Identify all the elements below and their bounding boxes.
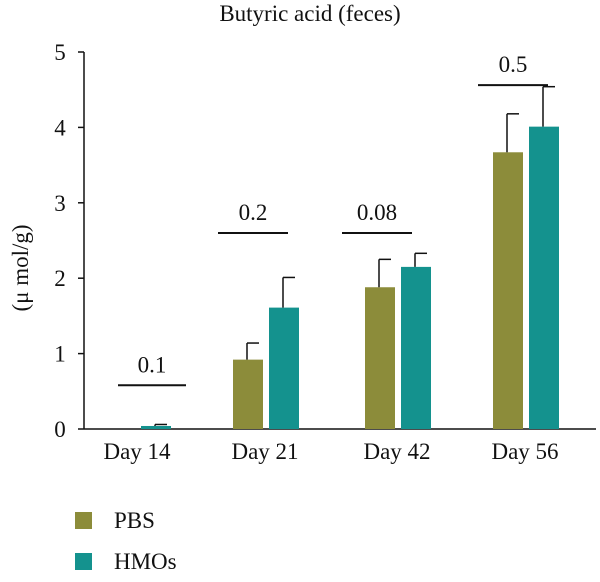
bars bbox=[141, 126, 559, 430]
y-tick-label: 4 bbox=[54, 115, 66, 140]
p-value-label: 0.5 bbox=[499, 52, 528, 77]
y-tick-label: 1 bbox=[54, 342, 66, 367]
bar-hmos-day-42 bbox=[401, 266, 431, 429]
bar-hmos-day-21 bbox=[269, 307, 299, 429]
bar-pbs-day-56 bbox=[493, 152, 523, 430]
legend-swatch-pbs bbox=[75, 512, 92, 529]
bar-hmos-day-14 bbox=[141, 425, 171, 429]
error-bars bbox=[154, 85, 555, 426]
y-tick-label: 5 bbox=[54, 40, 66, 65]
legend-swatch-hmos bbox=[75, 553, 92, 570]
x-tick-label: Day 42 bbox=[363, 439, 430, 464]
x-tick-label: Day 14 bbox=[103, 439, 171, 464]
bar-pbs-day-21 bbox=[233, 359, 263, 429]
axes: 0 1 2 3 4 5 Day 14 Day 21 Day 42 Day 56 bbox=[54, 40, 596, 464]
y-tick-label: 2 bbox=[54, 266, 66, 291]
bar-pbs-day-42 bbox=[365, 287, 395, 429]
x-tick-label: Day 56 bbox=[491, 439, 558, 464]
bar-hmos-day-56 bbox=[529, 126, 559, 430]
legend-label-hmos: HMOs bbox=[114, 549, 177, 574]
y-axis-label: (μ mol/g) bbox=[8, 224, 33, 311]
y-tick-label: 3 bbox=[54, 191, 66, 216]
p-value-annotations: 0.1 0.2 0.08 0.5 bbox=[118, 52, 548, 387]
legend: PBS HMOs bbox=[75, 508, 177, 574]
p-value-label: 0.1 bbox=[138, 352, 167, 377]
p-value-label: 0.08 bbox=[357, 200, 397, 225]
p-value-label: 0.2 bbox=[239, 200, 268, 225]
x-tick-label: Day 21 bbox=[231, 439, 298, 464]
chart-title: Butyric acid (feces) bbox=[219, 1, 400, 26]
y-tick-label: 0 bbox=[54, 417, 66, 442]
legend-label-pbs: PBS bbox=[114, 508, 155, 533]
